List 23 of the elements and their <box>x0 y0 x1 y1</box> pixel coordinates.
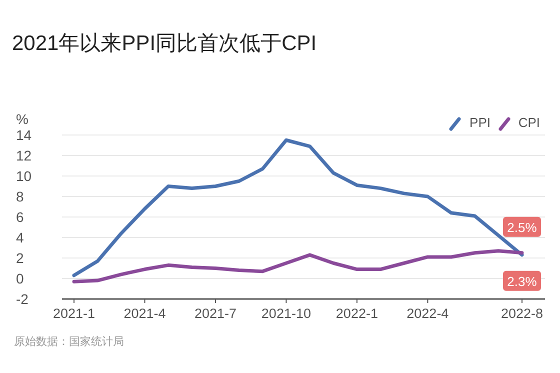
y-tick-label: 6 <box>16 209 24 225</box>
chart-title: 2021年以来PPI同比首次低于CPI <box>12 32 317 55</box>
data-label: 2.5% <box>507 220 538 235</box>
y-tick-label: 4 <box>16 230 24 246</box>
x-tick-label: 2021-10 <box>261 306 311 321</box>
x-tick-label: 2021-1 <box>52 306 96 321</box>
y-tick-label: 2 <box>16 250 24 266</box>
x-tick-label: 2021-4 <box>124 306 166 321</box>
x-tick-label: 2021-7 <box>194 306 236 321</box>
y-tick-label: 10 <box>16 168 32 184</box>
x-tick-label: 2022-1 <box>336 306 378 321</box>
legend-label: PPI <box>470 115 490 130</box>
text: 原始数据：国家统计局 <box>14 335 124 348</box>
y-tick-label: 14 <box>16 127 32 143</box>
x-tick-label: 2022-8 <box>500 306 544 321</box>
y-axis-title: % <box>16 111 28 127</box>
data-label: 2.3% <box>507 274 538 289</box>
legend-label: CPI <box>518 115 540 130</box>
y-tick-label: -2 <box>16 291 29 307</box>
y-tick-label: 0 <box>16 270 24 286</box>
y-tick-label: 8 <box>16 188 24 204</box>
y-tick-label: 12 <box>16 148 32 164</box>
x-tick-label: 2022-4 <box>406 306 450 321</box>
